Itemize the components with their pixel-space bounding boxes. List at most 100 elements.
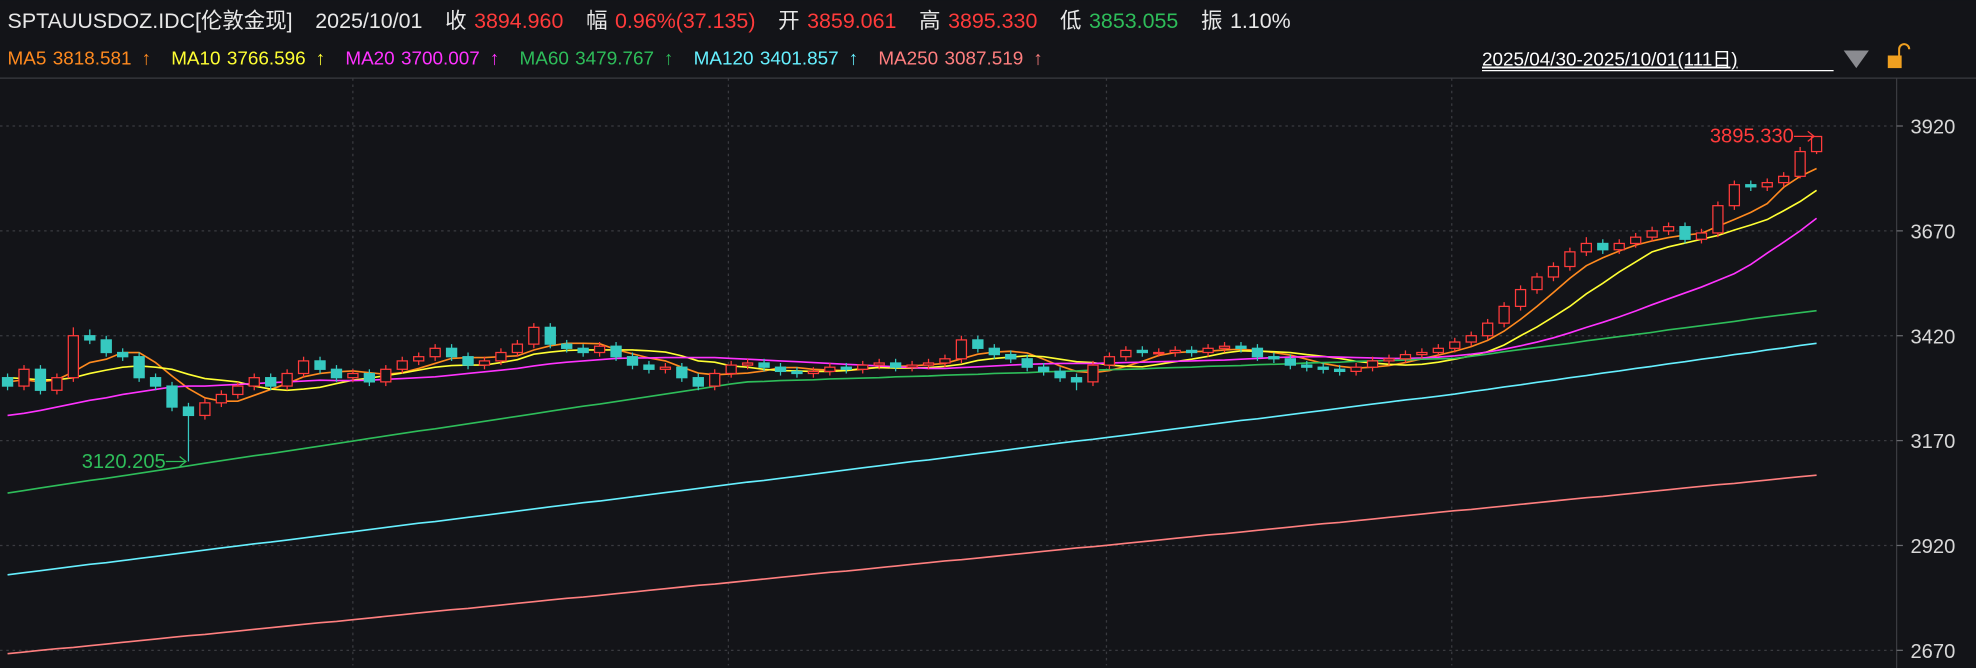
candle-body [1169, 349, 1181, 354]
range-label[interactable]: 2025/04/30-2025/10/01(111日) [1482, 50, 1738, 71]
candle-body [1399, 353, 1412, 360]
legend-name: MA250 [878, 48, 938, 69]
candle-body [117, 351, 129, 358]
candle-body [1630, 236, 1642, 245]
candle-body [1662, 226, 1675, 232]
candle-body [1218, 345, 1231, 349]
candle-body [215, 393, 228, 404]
candle-body [1810, 135, 1823, 153]
y-tick-label: 3170 [1910, 431, 1955, 453]
dropdown-icon[interactable] [1843, 50, 1869, 69]
candle-body [1021, 358, 1033, 368]
candle-body [528, 326, 540, 345]
legend-trend: ↑ [664, 48, 673, 69]
candle-body [396, 360, 408, 370]
legend-value: 3479.767 [575, 48, 654, 69]
candle-body [610, 345, 622, 358]
candle-body [1383, 358, 1395, 362]
candle-body [1531, 276, 1543, 291]
plot-area: 2670 2920 3170 3420 3670 3920 3895.330 3120.205 [0, 117, 1955, 663]
legend-trend: ↑ [1033, 48, 1042, 69]
candle-body [1202, 347, 1214, 354]
field-label: 开 [778, 9, 799, 33]
legend-name: MA60 [520, 48, 569, 69]
y-tick-label: 3920 [1910, 117, 1955, 139]
candle-body [1235, 345, 1247, 349]
field-label: 幅 [586, 9, 607, 33]
candle-body [67, 335, 80, 379]
ma-line [7, 309, 1817, 494]
candle-body [1646, 230, 1658, 238]
candle-body [1153, 351, 1165, 355]
ma-legend: MA5 3818.581 ↑ MA10 3766.596 ↑ MA20 3700.007 ↑ MA… [8, 48, 1043, 69]
lock-body [1887, 55, 1902, 69]
candle-body [922, 362, 935, 366]
candle-body [133, 356, 145, 379]
legend-name: MA5 [8, 48, 47, 69]
candle-body [232, 385, 244, 396]
candle-body [495, 351, 507, 362]
extreme-arrow-head [179, 455, 187, 468]
lock-icon[interactable] [1887, 43, 1911, 69]
candle-body [758, 362, 770, 368]
candle-body [1745, 184, 1757, 188]
candle-body [18, 368, 30, 387]
legend-name: MA10 [171, 48, 220, 69]
candle-body [1087, 364, 1099, 383]
candle-body [149, 377, 162, 387]
candle-body [1070, 377, 1083, 383]
candle-body [100, 339, 112, 354]
candle-body [1103, 356, 1116, 366]
lock-shackle [1898, 43, 1911, 56]
candle-body [1498, 305, 1510, 324]
candle-body [1580, 242, 1593, 253]
candle-body [857, 364, 869, 370]
extreme-label: 3895.330 [1710, 126, 1794, 148]
candle-body [1432, 347, 1445, 354]
field-label: 振 [1201, 9, 1222, 33]
candle-body [347, 372, 359, 379]
candle-body [774, 366, 787, 373]
legend-trend: ↑ [849, 48, 858, 69]
extreme-arrow-head [1807, 130, 1816, 142]
candle-body [281, 372, 293, 387]
candle-body [1794, 150, 1806, 177]
candle-body [807, 370, 820, 375]
candle-body [889, 362, 902, 368]
candle-body [1728, 184, 1741, 207]
candle-body [972, 339, 984, 349]
symbol: SPTAUUSDOZ.IDC[伦敦金现] [8, 9, 293, 33]
candle-body [1037, 366, 1050, 373]
candle-body [593, 345, 606, 354]
candle-body [1481, 322, 1494, 337]
candle-body [1449, 341, 1461, 349]
candle-body [330, 368, 343, 379]
candle-body [1613, 242, 1625, 251]
field-value: 3859.061 [807, 9, 896, 33]
legend-name: MA120 [694, 48, 754, 69]
legend-trend: ↑ [490, 48, 499, 69]
candle-body [1679, 226, 1691, 240]
field-value: 3853.055 [1089, 9, 1178, 33]
candle-body [659, 366, 672, 370]
candle-body [1268, 356, 1280, 360]
candle-body [676, 366, 688, 379]
candle-body [840, 366, 852, 370]
candle-body [1514, 288, 1527, 307]
legend-trend: ↑ [142, 48, 151, 69]
header: SPTAUUSDOZ.IDC[伦敦金现] 2025/10/01 收 3894.960 幅… [8, 9, 1291, 33]
candle-body [166, 385, 178, 408]
legend-name: MA20 [345, 48, 394, 69]
field-value: 3894.960 [474, 9, 563, 33]
candle-body [1366, 360, 1379, 368]
candle-body [51, 377, 63, 391]
candle-body [1547, 265, 1560, 278]
candle-body [1185, 349, 1198, 354]
candle-body [1695, 232, 1708, 240]
candle-body [544, 326, 556, 345]
candle-body [1054, 370, 1066, 379]
y-tick-label: 2920 [1910, 536, 1955, 558]
candle-body [413, 356, 425, 362]
